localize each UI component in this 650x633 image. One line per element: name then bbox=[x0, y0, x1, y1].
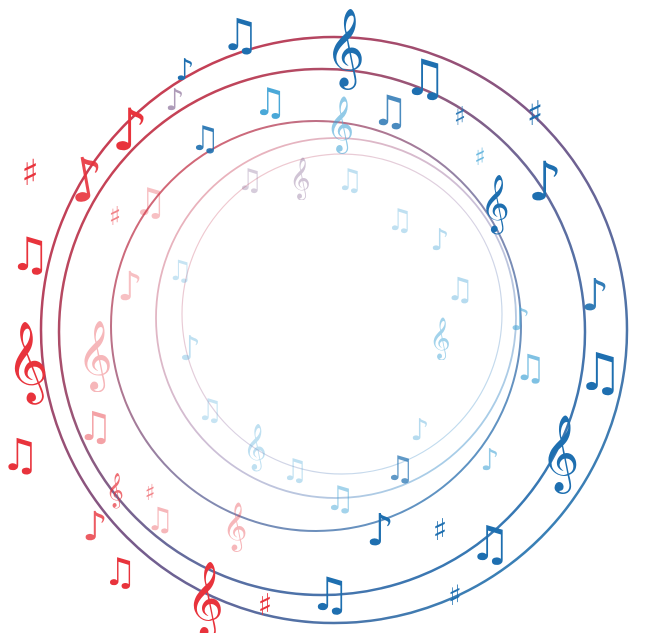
music-note-eighth-icon: ♪ bbox=[581, 270, 609, 321]
music-note-beamed-icon: ♫ bbox=[403, 49, 448, 107]
music-note-beamed-icon: ♫ bbox=[385, 449, 415, 489]
music-note-eighth-icon: ♪ bbox=[179, 329, 201, 369]
music-note-beamed-icon: ♫ bbox=[253, 80, 287, 124]
music-note-sharp-icon: ♯ bbox=[454, 102, 467, 132]
ring-third bbox=[110, 120, 522, 532]
music-note-eighth-icon: ♪ bbox=[430, 223, 449, 258]
ring-fourth bbox=[155, 137, 517, 499]
music-note-beamed-icon: ♫ bbox=[9, 227, 50, 281]
music-note-eighth-icon: ♪ bbox=[510, 300, 530, 338]
music-note-treble-icon: 𝄞 bbox=[429, 317, 450, 360]
music-note-eighth-icon: ♪ bbox=[82, 504, 108, 550]
music-note-treble-icon: 𝄞 bbox=[289, 157, 310, 200]
music-note-sharp-icon: ♯ bbox=[109, 202, 122, 232]
music-note-treble-icon: 𝄞 bbox=[106, 473, 124, 509]
music-note-beamed-icon: ♫ bbox=[309, 567, 350, 621]
ring-inner bbox=[181, 153, 503, 475]
music-note-beamed-icon: ♫ bbox=[577, 343, 624, 403]
music-note-beamed-icon: ♫ bbox=[337, 163, 364, 198]
music-note-eighth-icon: ♪ bbox=[165, 83, 184, 118]
ring-second bbox=[57, 67, 587, 597]
music-note-treble-icon: 𝄞 bbox=[243, 424, 267, 472]
music-note-beamed-icon: ♫ bbox=[282, 453, 309, 488]
music-note-treble-icon: 𝄞 bbox=[223, 501, 248, 552]
music-note-eighth-icon: ♪ bbox=[528, 150, 562, 213]
music-note-beamed-icon: ♫ bbox=[103, 550, 137, 594]
music-note-treble-icon: 𝄞 bbox=[480, 174, 510, 235]
music-note-beamed-icon: ♫ bbox=[190, 119, 220, 159]
music-note-beamed-icon: ♫ bbox=[387, 203, 414, 238]
music-note-treble-icon: 𝄞 bbox=[325, 8, 365, 90]
music-notes-group: 𝄞♫♯♫♪♪♫ 𝄞 ♯♪♯𝄞♫♪♫♫ 𝄞♯𝄞♫ 𝄞 ♫♯♪𝄞♫𝄞♯ ♫♪♯♫♫♫♪𝄞 ♫ ♯♯♪… bbox=[0, 8, 623, 633]
music-note-beamed-icon: ♫ bbox=[0, 430, 39, 481]
music-note-beamed-icon: ♫ bbox=[237, 163, 264, 198]
music-note-treble-icon: 𝄞 bbox=[77, 320, 112, 392]
music-note-sharp-icon: ♯ bbox=[258, 588, 273, 623]
music-note-treble-icon: 𝄞 bbox=[540, 414, 579, 494]
music-note-beamed-icon: ♫ bbox=[220, 10, 259, 61]
music-note-treble-icon: 𝄞 bbox=[186, 562, 224, 633]
music-note-beamed-icon: ♫ bbox=[167, 254, 192, 287]
music-note-eighth-icon: ♪ bbox=[117, 264, 143, 310]
music-note-treble-icon: 𝄞 bbox=[326, 96, 354, 154]
music-note-beamed-icon: ♫ bbox=[146, 500, 175, 538]
music-note-eighth-icon: ♪ bbox=[366, 505, 394, 556]
music-note-beamed-icon: ♫ bbox=[325, 479, 355, 519]
music-note-sharp-icon: ♯ bbox=[21, 153, 38, 194]
music-note-beamed-icon: ♫ bbox=[468, 516, 511, 572]
music-note-eighth-icon: ♪ bbox=[480, 443, 499, 478]
music-note-treble-icon: 𝄞 bbox=[0, 317, 54, 408]
music-note-sharp-icon: ♯ bbox=[448, 579, 462, 612]
music-note-beamed-icon: ♫ bbox=[197, 393, 224, 428]
music-note-eighth-icon: ♪ bbox=[410, 413, 429, 448]
music-note-beamed-icon: ♫ bbox=[371, 86, 409, 135]
music-note-sharp-icon: ♯ bbox=[433, 513, 448, 548]
music-note-eighth-icon: ♪ bbox=[175, 53, 194, 88]
music-note-beamed-icon: ♫ bbox=[514, 348, 546, 389]
music-note-beamed-icon: ♫ bbox=[446, 270, 475, 308]
music-note-sharp-icon: ♯ bbox=[527, 94, 543, 134]
ring-outer bbox=[39, 35, 629, 625]
music-note-sharp-icon: ♯ bbox=[145, 481, 156, 506]
music-note-beamed-icon: ♫ bbox=[133, 180, 167, 224]
music-note-beamed-icon: ♫ bbox=[77, 404, 113, 450]
music-note-sharp-icon: ♯ bbox=[474, 143, 486, 171]
music-note-eighth-icon: ♪ bbox=[111, 96, 148, 164]
